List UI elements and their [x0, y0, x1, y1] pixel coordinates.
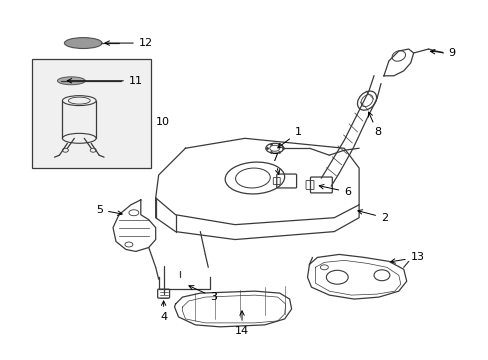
Text: 6: 6 — [319, 185, 350, 197]
Text: 10: 10 — [155, 117, 169, 127]
Text: 7: 7 — [271, 153, 279, 174]
Text: 12: 12 — [105, 38, 153, 48]
Bar — [32, 59, 150, 168]
Text: 3: 3 — [188, 285, 217, 302]
Text: 14: 14 — [234, 311, 248, 336]
Text: 4: 4 — [160, 301, 167, 322]
Text: 5: 5 — [96, 205, 122, 215]
Ellipse shape — [64, 37, 102, 49]
Text: 9: 9 — [429, 48, 455, 58]
Text: 13: 13 — [390, 252, 424, 263]
Text: 11: 11 — [67, 76, 142, 86]
Text: 1: 1 — [277, 127, 301, 148]
Text: 2: 2 — [357, 210, 387, 223]
Text: 8: 8 — [367, 112, 380, 138]
Ellipse shape — [57, 77, 85, 85]
